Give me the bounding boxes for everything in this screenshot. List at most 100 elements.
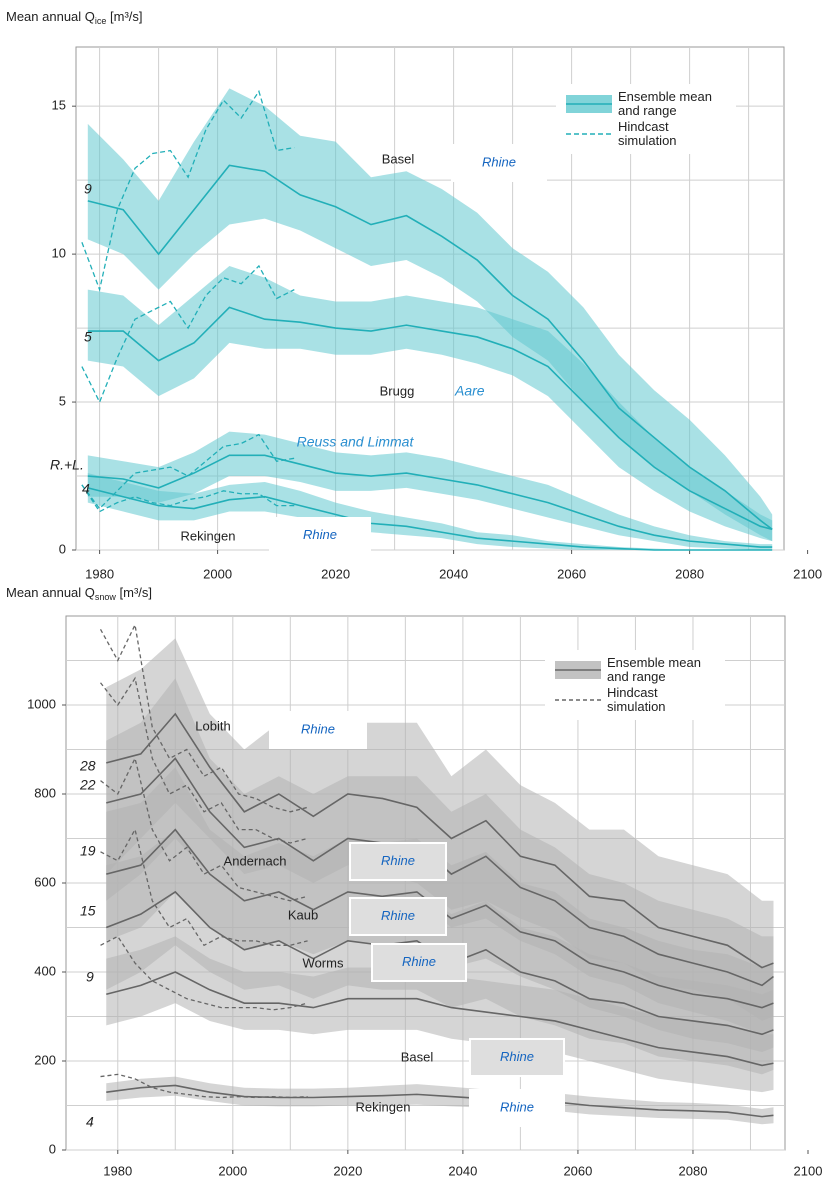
ensemble-mean-line <box>106 1084 774 1118</box>
y-tick-label: 0 <box>49 1141 56 1156</box>
legend-label: Hindcast simulation <box>607 685 666 714</box>
start-label: 5 <box>84 329 92 345</box>
hindcast-line <box>81 264 295 404</box>
chart-title: Mean annual Qice [m³/s] <box>6 9 143 26</box>
start-label: 4 <box>86 1114 94 1130</box>
y-tick-label: 800 <box>34 785 56 800</box>
station-label: Brugg <box>380 383 415 398</box>
y-tick-label: 1000 <box>27 696 56 711</box>
hindcast-line <box>81 484 295 513</box>
river-label: Rhine <box>482 154 516 169</box>
river-label: Rhine <box>303 527 337 542</box>
river-label: Rhine <box>402 954 436 969</box>
hindcast-line <box>100 827 308 947</box>
station-label: Rekingen <box>181 528 236 543</box>
y-tick-label: 15 <box>52 98 66 113</box>
start-label: 9 <box>84 181 92 197</box>
range-band <box>87 473 773 550</box>
river-box <box>469 1089 565 1127</box>
station-label: Rekingen <box>356 1099 411 1114</box>
hindcast-line <box>81 89 295 292</box>
start-label: 19 <box>80 843 96 859</box>
legend-swatch <box>566 133 612 135</box>
station-label: Kaub <box>288 907 318 922</box>
river-box <box>349 842 447 881</box>
x-tick-label: 2040 <box>448 1163 477 1178</box>
river-label: Rhine <box>381 853 415 868</box>
x-tick-label: 2020 <box>333 1163 362 1178</box>
y-tick-label: 200 <box>34 1052 56 1067</box>
hindcast-line <box>100 1073 308 1099</box>
hindcast-line <box>81 433 295 510</box>
x-tick-label: 2080 <box>675 566 704 581</box>
x-tick-label: 2080 <box>679 1163 708 1178</box>
station-label: Andernach <box>224 853 287 868</box>
ensemble-mean-line <box>87 487 773 551</box>
river-label: Rhine <box>301 721 335 736</box>
station-label: Worms <box>303 955 344 970</box>
start-label: 22 <box>79 777 96 793</box>
ensemble-mean-line <box>87 306 773 531</box>
ensemble-mean-line <box>87 454 773 548</box>
range-band <box>106 1076 774 1125</box>
y-tick-label: 600 <box>34 874 56 889</box>
river-box <box>451 144 547 182</box>
legend-entry: Hindcast simulation <box>562 120 730 148</box>
title-part: Mean annual Q <box>6 9 95 24</box>
legend-entry: Ensemble mean and range <box>551 656 719 684</box>
station-label: Lobith <box>195 718 230 733</box>
ensemble-mean-line <box>106 971 774 1067</box>
river-label: Rhine <box>381 908 415 923</box>
station-label: Basel <box>401 1049 434 1064</box>
start-label: 4 <box>82 481 90 497</box>
river-label: Rhine <box>500 1049 534 1064</box>
legend-label: Hindcast simulation <box>618 119 677 148</box>
y-tick-label: 0 <box>59 541 66 556</box>
hindcast-line <box>100 935 308 1011</box>
y-tick-label: 10 <box>52 246 66 261</box>
x-tick-label: 2000 <box>203 566 232 581</box>
hindcast-line <box>99 676 308 844</box>
title-part: snow <box>95 592 117 602</box>
title-part: ice <box>95 16 107 26</box>
ensemble-mean-line <box>106 757 774 987</box>
river-box <box>269 517 371 554</box>
title-part: [m³/s] <box>106 9 142 24</box>
x-tick-label: 2020 <box>321 566 350 581</box>
range-band <box>106 936 774 1093</box>
legend-swatch <box>555 699 601 701</box>
start-label: 28 <box>79 758 96 774</box>
ensemble-mean-line <box>106 712 774 969</box>
chart-title: Mean annual Qsnow [m³/s] <box>6 585 152 602</box>
title-part: Mean annual Q <box>6 585 95 600</box>
x-tick-label: 2000 <box>218 1163 247 1178</box>
x-tick-label: 2040 <box>439 566 468 581</box>
x-tick-label: 2060 <box>563 1163 592 1178</box>
river-box <box>269 711 367 749</box>
river-box <box>371 943 467 982</box>
river-box <box>469 1038 565 1077</box>
start-label: 9 <box>86 969 94 985</box>
x-tick-label: 1980 <box>103 1163 132 1178</box>
station-label: Basel <box>382 151 415 166</box>
ensemble-mean-line <box>106 828 774 1009</box>
x-tick-label: 1980 <box>85 566 114 581</box>
x-tick-label: 2060 <box>557 566 586 581</box>
range-band <box>87 88 773 542</box>
legend-swatch <box>566 95 612 113</box>
start-label: R.+L. <box>50 457 84 473</box>
legend: Ensemble mean and range Hindcast simulati… <box>556 84 736 154</box>
range-band <box>87 265 773 542</box>
ensemble-mean-line <box>87 164 773 530</box>
river-box <box>349 897 447 936</box>
river-label: Aare <box>454 383 485 399</box>
title-part: [m³/s] <box>116 585 152 600</box>
x-tick-label: 2100 <box>794 1163 823 1178</box>
legend-swatch <box>555 661 601 679</box>
start-label: 15 <box>80 903 96 919</box>
legend-label: Ensemble mean and range <box>618 89 712 118</box>
y-tick-label: 5 <box>59 393 66 408</box>
x-tick-label: 2100 <box>793 566 822 581</box>
